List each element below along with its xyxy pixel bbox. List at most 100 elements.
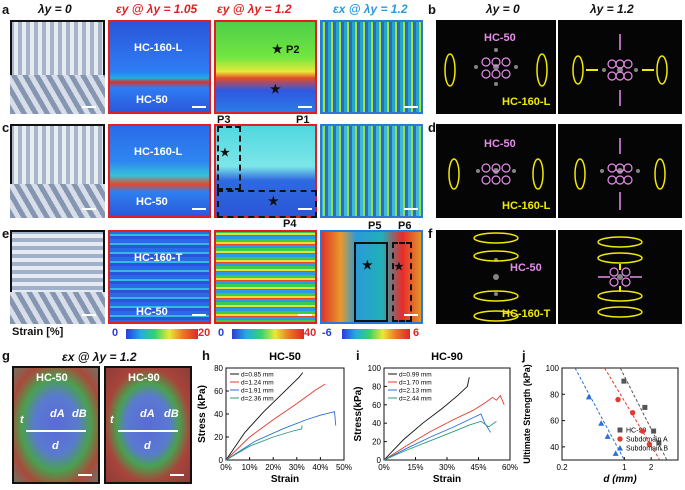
legend-label: d=2.13 mm bbox=[399, 388, 432, 395]
legend-marker bbox=[617, 427, 623, 433]
star-p1-icon: ★ bbox=[270, 82, 281, 96]
x-tick-label: 1 bbox=[622, 463, 627, 472]
data-point bbox=[598, 420, 605, 426]
fft-d-left-marks bbox=[448, 158, 544, 190]
header-fft-right: λy = 1.2 bbox=[590, 2, 634, 16]
series-line bbox=[225, 372, 304, 461]
box-p6 bbox=[392, 242, 412, 322]
x-tick-label: 60% bbox=[502, 463, 518, 472]
y-axis-label: Ultimate Strength (kPa) bbox=[522, 364, 532, 464]
star-p3-icon: ★ bbox=[220, 147, 230, 159]
y-tick-label: 60 bbox=[214, 387, 223, 396]
chart-title: HC-90 bbox=[431, 351, 463, 363]
label-p4: P4 bbox=[283, 218, 297, 230]
data-point bbox=[615, 396, 621, 403]
fft-b-left-marks bbox=[444, 48, 548, 87]
legend-label: d=2.44 mm bbox=[399, 396, 432, 403]
y-tick-label: 80 bbox=[550, 390, 559, 399]
chart-h: HC-50 0% 10% 20% 30% 40% 50% 0 20 40 60 80 Strain Str… bbox=[197, 351, 352, 485]
fft-f-right bbox=[558, 230, 682, 324]
header-col2: εy @ λy = 1.05 bbox=[116, 2, 198, 16]
dim-dB-2: dB bbox=[164, 408, 179, 420]
panel-label-e: e bbox=[2, 226, 10, 241]
y-tick-label: 100 bbox=[546, 364, 560, 373]
legend-marker bbox=[617, 436, 623, 442]
star-p2-icon: ★ bbox=[272, 42, 283, 56]
fft-b-right bbox=[558, 20, 682, 114]
chart-title: HC-50 bbox=[269, 351, 301, 363]
fft-label-hc160l-b: HC-160-L bbox=[502, 96, 551, 108]
colorbar-3-max: 6 bbox=[413, 327, 420, 339]
chart-j: 0.2 1 2 40 60 80 100 d (mm) Ultimate Strength (k… bbox=[522, 364, 679, 485]
series-line bbox=[383, 420, 497, 461]
x-tick-label: 30% bbox=[289, 463, 305, 472]
fft-label-hc50-b: HC-50 bbox=[484, 32, 516, 44]
panel-label-b: b bbox=[428, 2, 436, 17]
colorbar-3 bbox=[342, 329, 410, 339]
y-axis-label: Stress (kPa) bbox=[197, 385, 208, 443]
x-tick-label: 0% bbox=[220, 463, 232, 472]
strain-map-c1: HC-160-L HC-50 bbox=[108, 124, 211, 218]
y-tick-label: 20 bbox=[372, 438, 381, 447]
label-p6: P6 bbox=[398, 220, 412, 232]
dim-dA-1: dA bbox=[50, 408, 65, 420]
label-hc50-c1: HC-50 bbox=[136, 196, 168, 208]
colorbar-2-max: 40 bbox=[304, 327, 317, 339]
series-line bbox=[383, 394, 505, 461]
data-point bbox=[646, 441, 653, 447]
photo-row-c bbox=[10, 124, 105, 218]
y-tick-label: 80 bbox=[214, 364, 223, 373]
x-tick-label: 2 bbox=[649, 463, 654, 472]
legend-marker bbox=[617, 445, 623, 451]
label-hc160l-c: HC-160-L bbox=[134, 146, 183, 158]
x-axis-label: Strain bbox=[271, 474, 299, 485]
photo-row-e bbox=[10, 230, 105, 324]
chart-i: HC-90 0% 15% 30% 45% 60% 0 20 40 60 80 100 Strain Str… bbox=[353, 351, 518, 485]
photo-g-hc50: HC-50 t dA dB d bbox=[12, 366, 100, 484]
label-p1: P1 bbox=[296, 114, 310, 126]
data-point bbox=[585, 393, 592, 400]
y-tick-label: 0 bbox=[377, 456, 382, 465]
x-tick-label: 0.2 bbox=[556, 463, 568, 472]
legend-label: d=0.99 mm bbox=[399, 372, 432, 379]
label-p2: P2 bbox=[286, 44, 300, 56]
y-tick-label: 0 bbox=[219, 456, 224, 465]
plot-frame bbox=[561, 367, 679, 461]
header-fft-left: λy = 0 bbox=[486, 2, 520, 16]
dim-dB-1: dB bbox=[72, 408, 87, 420]
label-hc50-g: HC-50 bbox=[36, 372, 68, 384]
label-hc90-g: HC-90 bbox=[128, 372, 160, 384]
fft-b-left: HC-50 HC-160-L bbox=[436, 20, 556, 114]
box-p5 bbox=[354, 242, 388, 322]
dim-d-2: d bbox=[144, 440, 151, 452]
x-tick-label: 20% bbox=[265, 463, 281, 472]
data-point bbox=[621, 378, 627, 384]
label-hc160t-e: HC-160-T bbox=[134, 252, 183, 264]
strain-map-c2: ★ ★ bbox=[214, 124, 317, 218]
star-p6-icon: ★ bbox=[394, 261, 404, 273]
legend-label: Subdomain B bbox=[626, 446, 668, 453]
photo-g-hc90: HC-90 t dA dB d bbox=[104, 366, 192, 484]
x-tick-label: 0% bbox=[378, 463, 390, 472]
fft-label-hc160l-d: HC-160-L bbox=[502, 200, 551, 212]
legend-label: Subdomain A bbox=[626, 437, 668, 444]
dashed-box-p3 bbox=[217, 126, 241, 190]
panel-label-a: a bbox=[2, 2, 10, 17]
legend-label: d=0.85 mm bbox=[241, 372, 274, 379]
fft-label-hc50-f: HC-50 bbox=[510, 262, 542, 274]
fft-f-left: HC-160-T bbox=[436, 230, 556, 324]
x-tick-label: 45% bbox=[470, 463, 486, 472]
label-p5: P5 bbox=[368, 220, 382, 232]
legend-label: d=1.24 mm bbox=[241, 380, 274, 387]
legend-label: HC-90 bbox=[626, 428, 646, 435]
label-hc50-a1: HC-50 bbox=[136, 94, 168, 106]
data-point bbox=[612, 450, 619, 456]
series-line bbox=[225, 383, 326, 461]
y-tick-label: 40 bbox=[372, 419, 381, 428]
colorbar-2 bbox=[232, 329, 304, 339]
star-p4-icon: ★ bbox=[268, 194, 279, 208]
series-line bbox=[225, 411, 337, 461]
label-hc160l-a: HC-160-L bbox=[134, 42, 183, 54]
strain-map-c3 bbox=[320, 124, 423, 218]
panel-label-h: h bbox=[202, 348, 210, 363]
